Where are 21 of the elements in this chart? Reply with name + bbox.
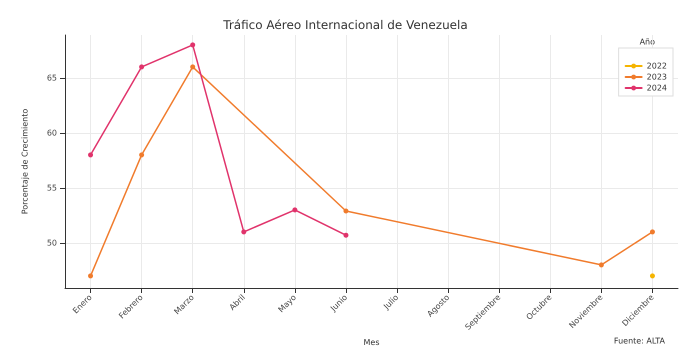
point [139, 152, 144, 158]
point [190, 42, 196, 48]
y-tick-label: 50 [46, 238, 57, 248]
y-axis-title: Porcentaje de Crecimiento [20, 108, 30, 214]
chart-title: Tráfico Aéreo Internacional de Venezuela [222, 18, 468, 32]
point [292, 207, 298, 212]
point [190, 64, 196, 70]
point [343, 232, 348, 238]
y-tick-label: 55 [46, 183, 57, 192]
y-tick-label: 60 [46, 128, 57, 138]
legend-label: 2024 [646, 84, 667, 92]
legend-label: 2022 [646, 62, 667, 70]
point [88, 152, 94, 158]
y-tick-label: 65 [46, 73, 57, 82]
legend-title: Año [640, 38, 656, 46]
point [241, 229, 246, 234]
point [88, 273, 94, 278]
source-note: Fuente: ALTA [614, 336, 666, 346]
legend-label: 2023 [646, 72, 667, 82]
point [139, 64, 144, 70]
x-axis-title: Mes [364, 338, 380, 348]
